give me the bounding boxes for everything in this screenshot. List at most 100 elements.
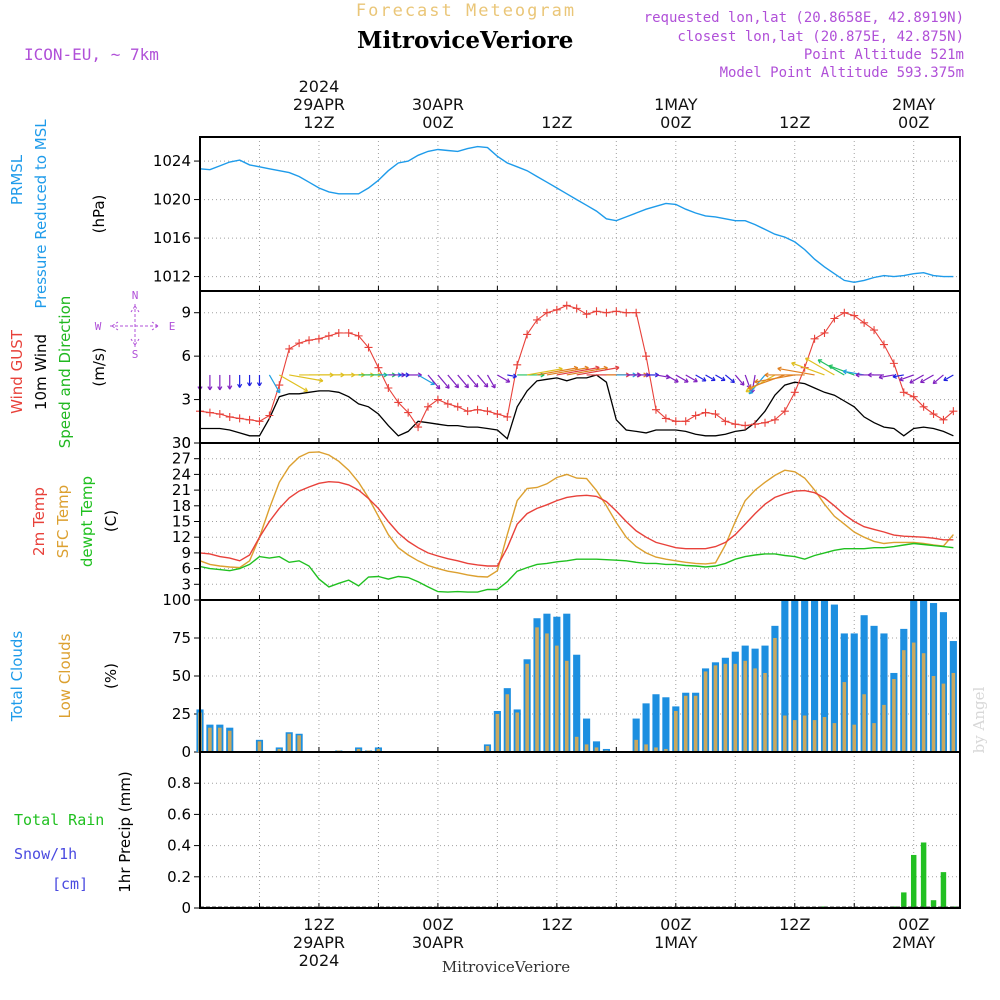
gust-marker	[542, 308, 551, 317]
gust-marker	[453, 402, 462, 411]
gust-marker	[483, 407, 492, 416]
panel-label: (hPa)	[90, 195, 108, 234]
wind-arrow-head	[701, 377, 707, 382]
gust-marker	[384, 383, 393, 392]
low-cloud-bar	[763, 672, 767, 752]
total-cloud-bar	[632, 718, 640, 752]
panel-label: Pressure Reduced to MSL	[32, 119, 50, 309]
wind-arrow-head	[684, 378, 689, 383]
gust-marker	[929, 410, 938, 419]
wind-arrow-head	[256, 382, 263, 387]
pressure-line	[199, 145, 954, 284]
y-tick-label: 12	[172, 528, 191, 546]
low-cloud-bar	[892, 679, 896, 752]
compass-rose	[110, 304, 160, 347]
sfc-temp-line	[199, 451, 954, 578]
low-cloud-bar	[812, 720, 817, 752]
gust-marker	[889, 359, 898, 368]
gust-marker	[404, 408, 413, 417]
wind-direction-arrow	[566, 367, 608, 376]
wind-arrow-head	[483, 383, 489, 388]
y-tick-label: 0	[181, 434, 191, 452]
compass-w: W	[95, 320, 102, 333]
gust-marker	[463, 407, 472, 416]
gust-marker	[850, 311, 859, 320]
panel-label: SFC Temp	[54, 485, 72, 558]
wind-arrow-head	[745, 387, 751, 393]
gust-marker	[295, 339, 304, 348]
low-cloud-bar	[723, 663, 728, 752]
point-altitude: Point Altitude 521m	[804, 47, 964, 63]
wind-arrow-head	[739, 381, 745, 386]
gust-marker	[751, 420, 760, 429]
gust-marker	[582, 310, 591, 319]
gust-marker	[275, 381, 284, 390]
gust-marker	[255, 417, 264, 426]
gust-marker	[215, 410, 224, 419]
side-label-total-rain: Total Rain	[14, 811, 104, 829]
wind-direction-arrow	[477, 374, 489, 388]
y-tick-label: 1012	[153, 268, 191, 286]
low-cloud-bar	[852, 724, 857, 752]
panels: 1012 1016 1020 1024 PRMSL Pressure Reduced to…	[8, 119, 961, 917]
low-cloud-bar	[485, 745, 490, 752]
rain-bar	[940, 872, 947, 908]
wind-panel: 0 3 6 9 Wind GUST 10m Wind Speed and Direction…	[8, 289, 961, 452]
gust-marker	[314, 334, 323, 343]
wind-direction-arrow	[497, 374, 510, 383]
gust-marker	[225, 412, 234, 421]
wind-arrow-head	[237, 383, 243, 388]
wind-direction-arrow	[556, 366, 600, 376]
wind-arrow-head	[303, 387, 309, 392]
dewpt-temp-line	[199, 542, 954, 593]
gust-marker	[285, 344, 294, 353]
low-cloud-bar	[783, 715, 787, 752]
low-cloud-bar	[802, 715, 807, 752]
low-cloud-bar	[664, 748, 668, 752]
panel-label: Wind GUST	[8, 329, 26, 414]
rain-bar	[930, 900, 937, 908]
bottom-time-label: 29APR	[293, 933, 345, 952]
wind-direction-arrow	[289, 374, 323, 382]
gust-marker	[711, 410, 720, 419]
gust-marker	[205, 408, 214, 417]
gust-marker	[433, 395, 442, 404]
y-tick-label: 25	[172, 705, 191, 723]
gust-marker	[820, 328, 829, 337]
gust-marker	[870, 326, 879, 335]
wind-direction-arrow	[486, 374, 496, 389]
low-cloud-bar	[376, 748, 381, 752]
y-tick-label: 0.6	[167, 805, 191, 823]
y-tick-label: 0	[181, 743, 191, 761]
y-tick-label: 0.2	[167, 868, 191, 886]
low-cloud-bar	[277, 748, 282, 752]
wind-arrow-head	[932, 379, 938, 385]
wind-arrow-head	[867, 372, 872, 378]
precip-panel: 0 0.2 0.4 0.6 0.8 1hr Precip (mm) Total Rain Sn…	[14, 751, 961, 917]
wind-direction-arrow	[734, 374, 745, 386]
wind-arrow-head	[899, 376, 904, 382]
bottom-time-label: 30APR	[412, 933, 464, 952]
total-cloud-bar	[860, 615, 868, 752]
gust-marker	[305, 336, 314, 345]
bottom-time-label: 12Z	[303, 915, 334, 934]
wind-arrow-head	[909, 379, 914, 384]
panel-border	[199, 751, 961, 909]
low-cloud-bar	[555, 645, 559, 752]
y-tick-label: 24	[172, 465, 191, 483]
wind-direction-arrow	[437, 374, 450, 389]
wind-direction-arrow	[715, 374, 726, 381]
pressure-panel: 1012 1016 1020 1024 PRMSL Pressure Reduced to…	[8, 119, 961, 309]
wind-direction-arrow	[920, 374, 934, 383]
wind-arrow-head	[920, 378, 925, 384]
y-tick-label: 50	[172, 667, 191, 685]
footer-title: MitroviceVeriore	[442, 958, 570, 976]
gust-marker	[523, 330, 532, 339]
wind-arrow-head	[491, 383, 496, 389]
total-cloud-bar	[583, 718, 591, 752]
wind-arrow-head	[217, 386, 223, 391]
wind-gust-line	[199, 304, 954, 429]
total-cloud-bar	[870, 625, 878, 752]
bottom-time-label: 2MAY	[892, 933, 936, 952]
gust-marker	[354, 331, 363, 340]
